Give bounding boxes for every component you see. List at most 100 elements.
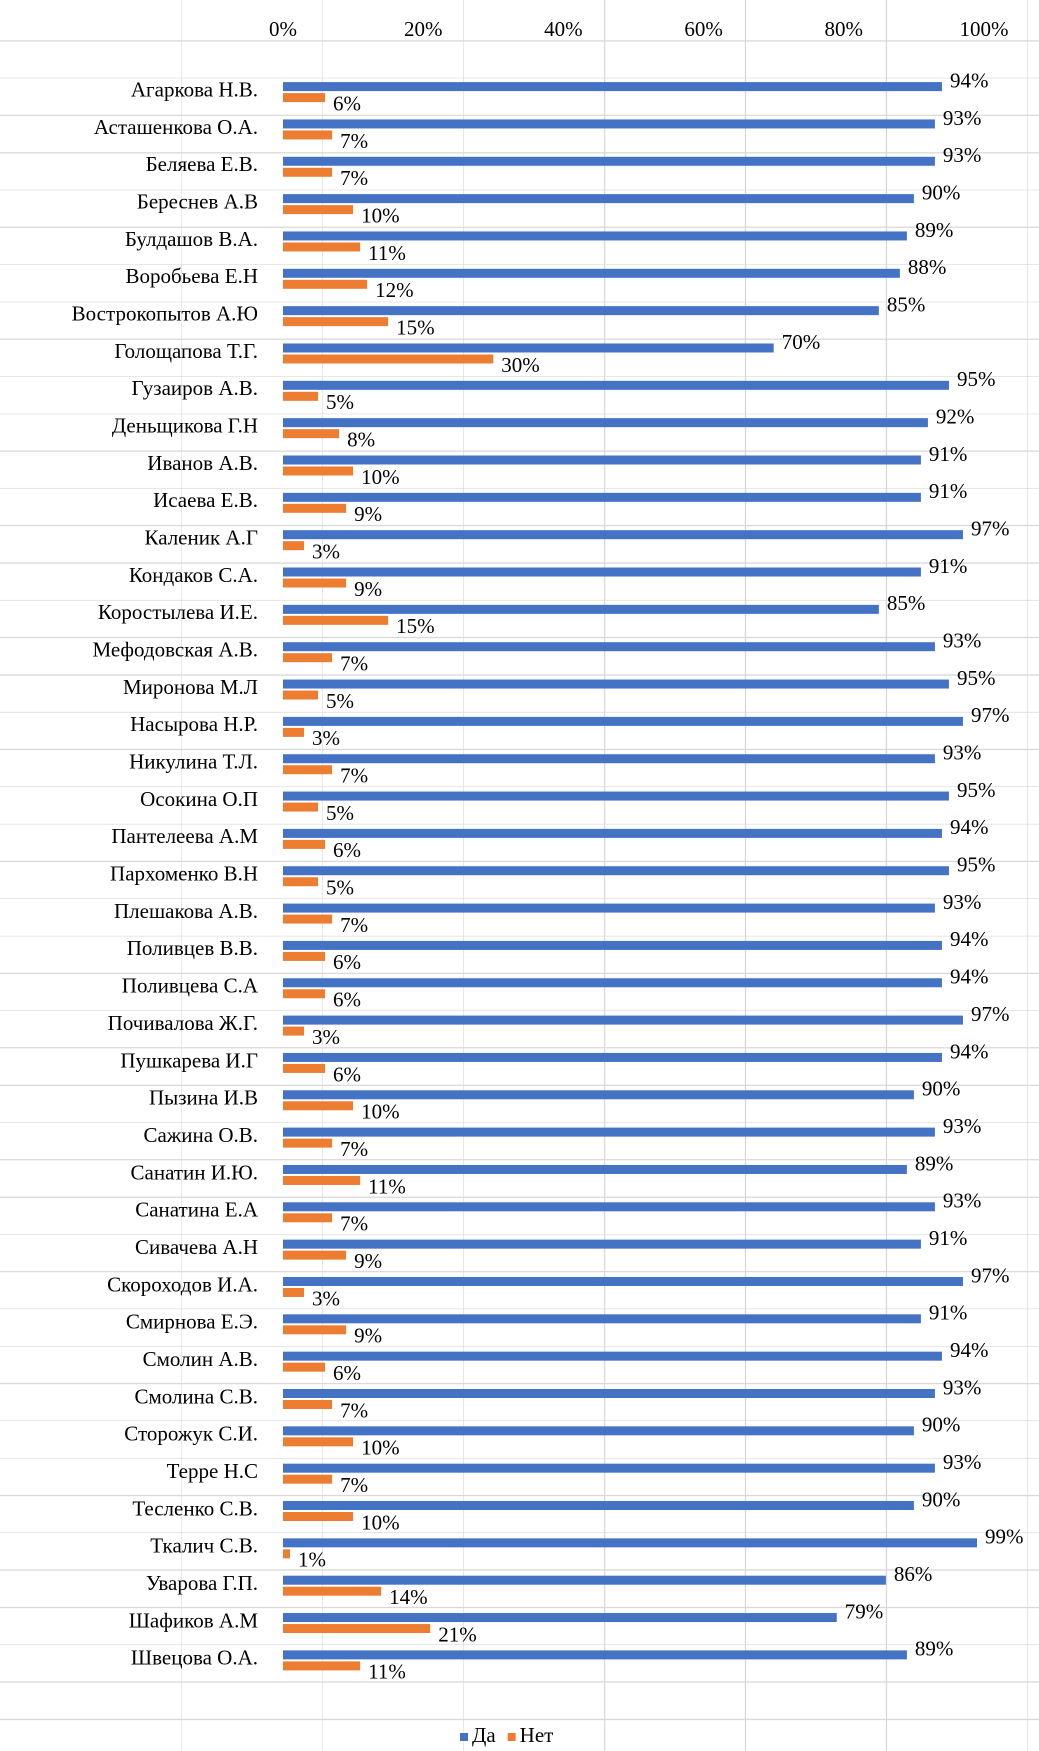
bar [283, 156, 935, 166]
bar [283, 429, 340, 439]
x-tick-label: 100% [960, 17, 1009, 41]
value-label: 9% [354, 502, 382, 526]
bar [283, 1512, 354, 1522]
y-tick-label: Мефодовская А.В. [92, 638, 258, 662]
value-label: 70% [782, 330, 821, 354]
bar [283, 1213, 333, 1223]
value-label: 7% [340, 913, 368, 937]
bar [283, 951, 326, 961]
y-tick-label: Сторожук С.И. [124, 1422, 258, 1446]
bar [283, 1202, 935, 1212]
x-tick-label: 40% [544, 17, 583, 41]
value-label: 7% [340, 1398, 368, 1422]
bar [283, 754, 935, 764]
bar [283, 1463, 935, 1473]
bar [283, 541, 305, 551]
bar [283, 877, 319, 887]
x-tick-label: 0% [269, 17, 297, 41]
y-tick-label: Сажина О.В. [143, 1123, 258, 1147]
y-tick-label: Тесленко С.В. [132, 1496, 258, 1520]
value-label: 6% [333, 91, 361, 115]
value-label: 93% [943, 1375, 982, 1399]
value-label: 6% [333, 1361, 361, 1385]
y-tick-label: Булдашов В.А. [125, 227, 258, 251]
y-tick-label: Смирнова Е.Э. [126, 1310, 258, 1334]
value-label: 3% [312, 1286, 340, 1310]
bar [283, 1101, 354, 1111]
bar [283, 242, 361, 252]
y-tick-label: Плешакова А.В. [114, 899, 258, 923]
value-label: 86% [894, 1562, 933, 1586]
value-label: 10% [361, 465, 400, 489]
bar [283, 1026, 305, 1036]
y-tick-label: Санатина Е.А [135, 1198, 259, 1222]
bar [283, 1138, 333, 1148]
bar [283, 791, 949, 801]
bar [283, 455, 921, 465]
value-label: 90% [922, 1077, 961, 1101]
bar [283, 679, 949, 689]
y-tick-label: Каленик А.Г [144, 525, 258, 549]
y-tick-label: Санатин И.Ю. [131, 1160, 259, 1184]
value-label: 90% [922, 180, 961, 204]
y-tick-label: Голощапова Т.Г. [114, 339, 258, 363]
value-label: 6% [333, 988, 361, 1012]
value-label: 99% [985, 1525, 1024, 1549]
bar [283, 530, 963, 540]
value-label: 95% [957, 666, 996, 690]
bar [283, 1127, 935, 1137]
value-label: 93% [943, 1114, 982, 1138]
bar [283, 119, 935, 129]
value-label: 15% [396, 315, 435, 339]
y-tick-label: Пархоменко В.Н [110, 862, 258, 886]
value-label: 97% [971, 703, 1010, 727]
y-tick-label: Скороходов И.А. [107, 1272, 258, 1296]
value-label: 6% [333, 838, 361, 862]
bar [283, 1362, 326, 1372]
y-tick-label: Ткалич С.В. [150, 1534, 258, 1558]
value-label: 1% [298, 1548, 326, 1572]
y-tick-label: Деньщикова Г.Н [112, 413, 258, 437]
bar [283, 1624, 431, 1634]
value-label: 11% [368, 1660, 406, 1684]
value-label: 93% [943, 741, 982, 765]
value-label: 93% [943, 143, 982, 167]
x-tick-label: 80% [825, 17, 864, 41]
x-tick-label: 60% [684, 17, 723, 41]
bar [283, 828, 942, 838]
value-label: 9% [354, 577, 382, 601]
y-tick-label: Гузаиров А.В. [131, 376, 258, 400]
value-label: 7% [340, 1137, 368, 1161]
bar [283, 1287, 305, 1297]
y-tick-label: Пантелеева А.М [111, 824, 258, 848]
bar [283, 466, 354, 476]
value-label: 7% [340, 1212, 368, 1236]
y-tick-label: Сивачева А.Н [135, 1235, 258, 1259]
bar [283, 1426, 914, 1436]
bar [283, 716, 963, 726]
y-tick-label: Уварова Г.П. [146, 1571, 258, 1595]
y-tick-label: Кондаков С.А. [129, 563, 258, 587]
y-tick-label: Миронова М.Л [123, 675, 258, 699]
bar [283, 306, 879, 316]
bar [283, 1276, 963, 1286]
value-label: 11% [368, 1174, 406, 1198]
value-label: 93% [943, 890, 982, 914]
bar [283, 615, 389, 625]
bar [283, 1586, 382, 1596]
bar [283, 690, 319, 700]
value-label: 10% [361, 1510, 400, 1534]
value-label: 9% [354, 1324, 382, 1348]
bar [283, 903, 935, 913]
bar [283, 1164, 907, 1174]
bar [283, 578, 347, 588]
value-label: 8% [347, 427, 375, 451]
bar [283, 642, 935, 652]
bar [283, 130, 333, 140]
y-tick-label: Смолин А.В. [143, 1347, 258, 1371]
bar [283, 1063, 326, 1073]
bar [283, 503, 347, 513]
value-label: 91% [929, 442, 968, 466]
y-tick-label: Поливцев В.В. [127, 936, 258, 960]
